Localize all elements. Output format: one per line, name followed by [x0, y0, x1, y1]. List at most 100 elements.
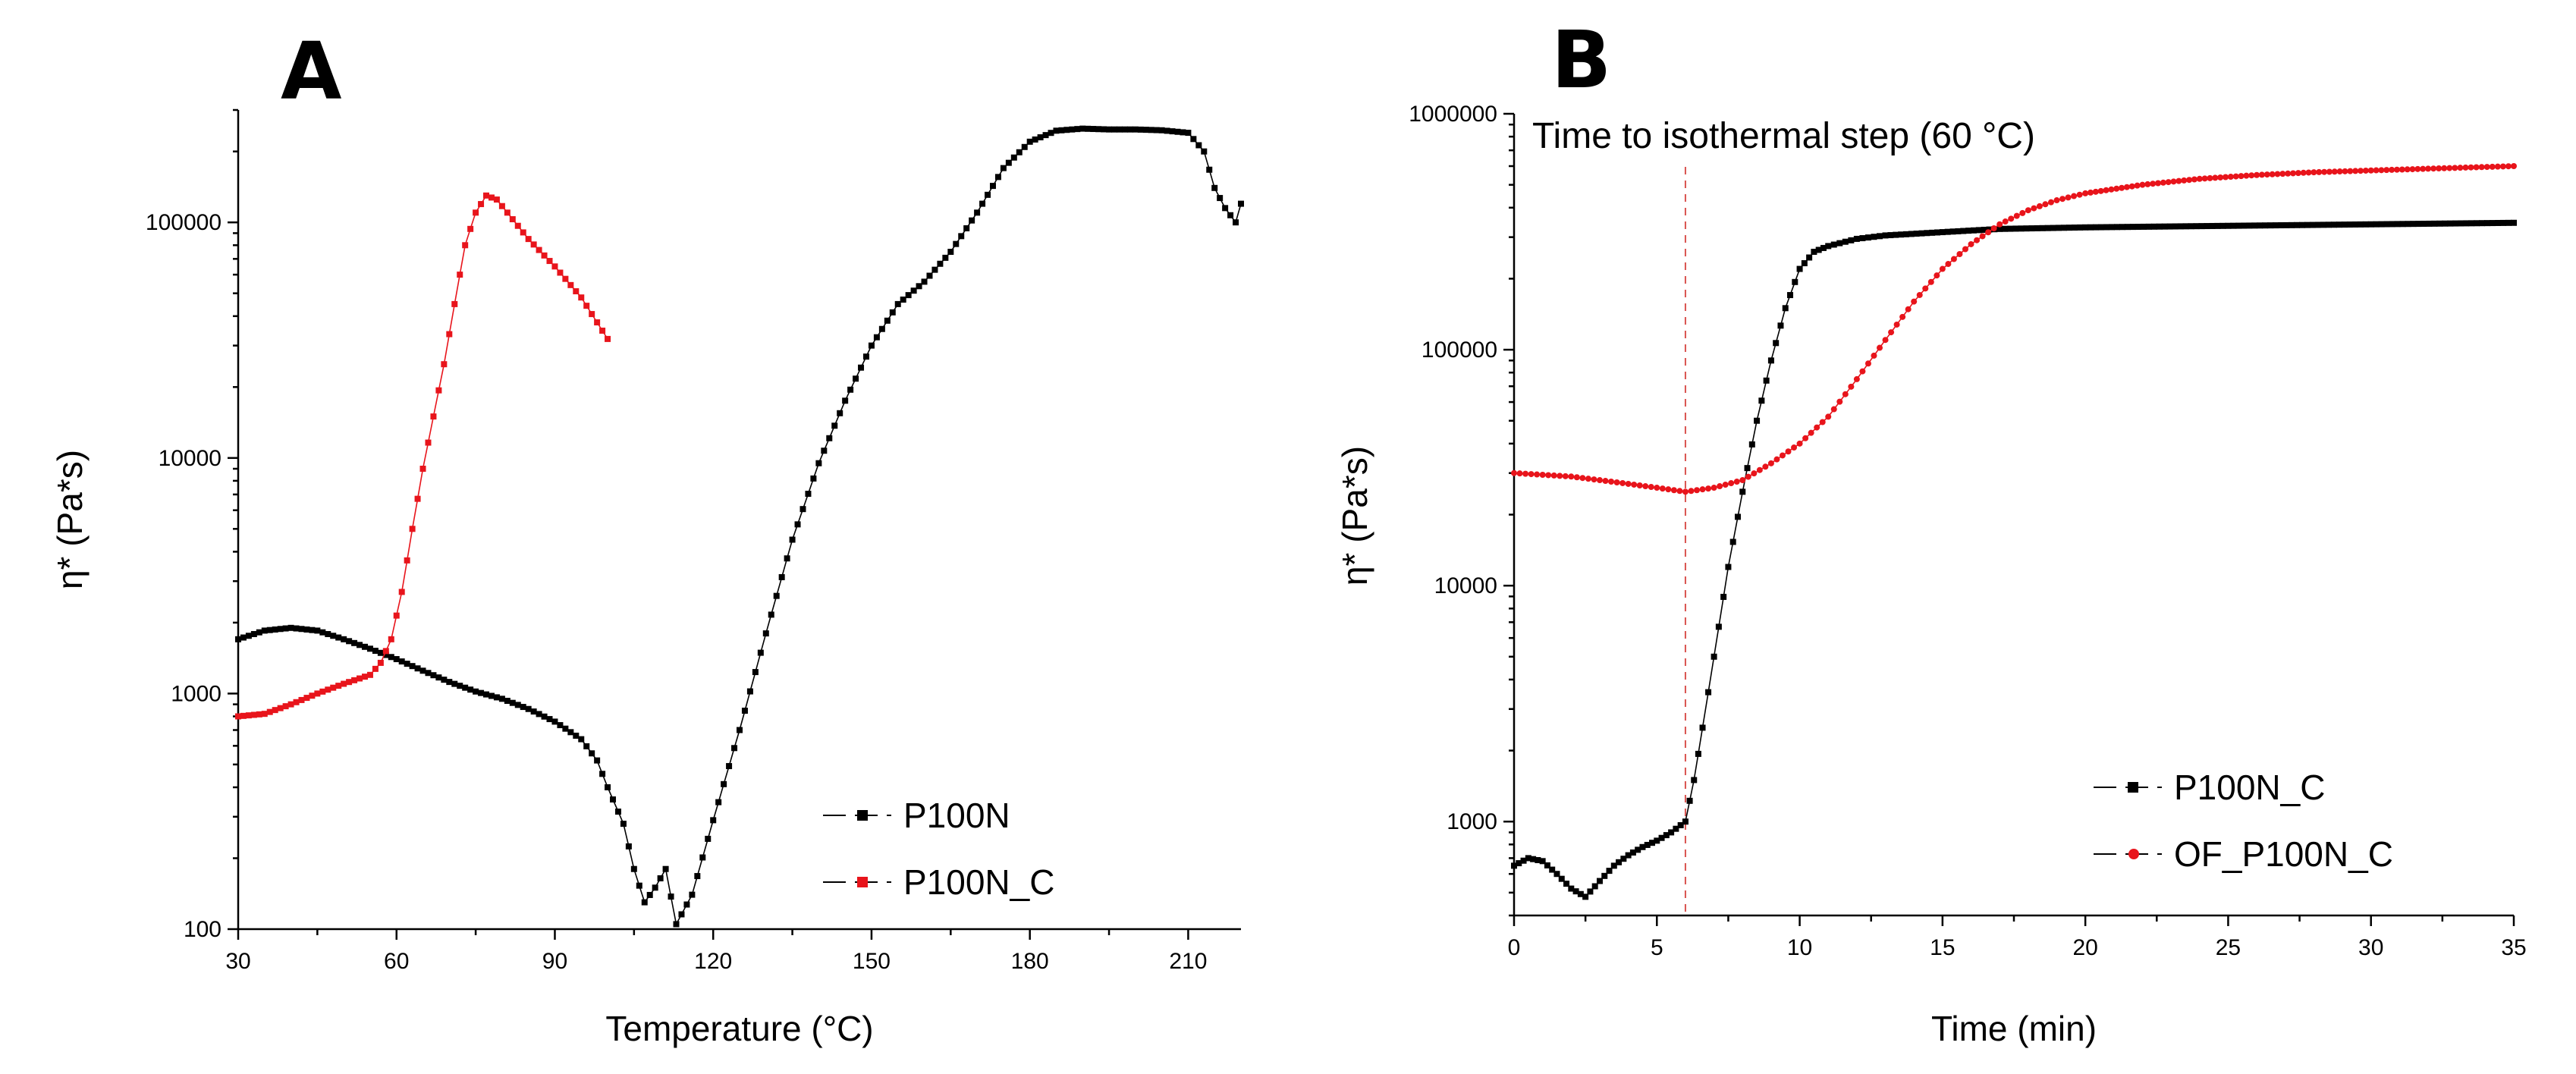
data-point: [699, 854, 706, 861]
data-point: [562, 725, 569, 732]
data-point: [2500, 219, 2507, 226]
data-point: [250, 630, 257, 637]
data-point: [372, 665, 379, 672]
data-point: [2452, 165, 2458, 171]
data-point: [1871, 352, 1877, 359]
data-point: [1691, 777, 1698, 784]
data-point: [2008, 215, 2015, 222]
data-point: [1572, 888, 1579, 895]
data-point: [1820, 244, 1827, 251]
data-point: [1148, 127, 1154, 133]
data-point: [953, 240, 960, 247]
legend-marker: [857, 877, 868, 887]
data-point: [1032, 136, 1038, 143]
x-tick-label: 30: [2358, 935, 2383, 960]
data-point: [1825, 243, 1832, 250]
data-point: [2188, 223, 2194, 230]
data-point: [2031, 205, 2037, 212]
data-point: [2511, 219, 2517, 226]
data-point: [425, 670, 432, 677]
data-point: [504, 698, 510, 705]
data-point: [689, 891, 696, 898]
data-point: [551, 718, 558, 725]
data-point: [1201, 148, 1208, 155]
data-point: [1927, 278, 1934, 285]
data-point: [1673, 825, 1679, 832]
data-point: [451, 680, 458, 687]
data-point: [2373, 167, 2380, 174]
data-point: [1511, 469, 1517, 476]
panel-a-legend: P100N P100N_C: [823, 796, 1054, 902]
data-point: [2156, 223, 2163, 230]
data-point: [235, 636, 241, 642]
series-line: [1513, 222, 2514, 898]
legend-marker: [2128, 782, 2138, 793]
data-point: [398, 658, 405, 665]
data-point: [778, 573, 785, 580]
data-point: [963, 225, 970, 232]
data-point: [2304, 221, 2311, 228]
data-point: [2154, 180, 2161, 187]
data-point: [1711, 485, 1717, 491]
data-point: [1756, 466, 1763, 473]
data-point: [947, 249, 954, 256]
data-point: [2399, 166, 2405, 173]
data-point: [1206, 166, 1213, 173]
data-point: [2238, 173, 2245, 180]
data-point: [625, 843, 632, 849]
legend-marker: [2128, 849, 2139, 859]
data-point: [366, 645, 373, 652]
data-point: [2300, 169, 2307, 176]
data-point: [1787, 292, 1794, 299]
data-point: [599, 771, 606, 777]
data-point: [2373, 221, 2380, 228]
data-point: [341, 636, 347, 642]
data-point: [1620, 856, 1627, 862]
data-point: [2098, 224, 2105, 231]
data-point: [282, 625, 289, 632]
data-point: [2452, 220, 2459, 227]
data-point: [705, 835, 712, 842]
data-point: [1596, 477, 1603, 484]
data-point: [404, 661, 410, 667]
data-point: [2436, 165, 2442, 172]
data-point: [1830, 241, 1837, 248]
data-point: [2336, 168, 2343, 175]
data-point: [1648, 484, 1654, 491]
data-point: [245, 712, 252, 719]
data-point: [2177, 223, 2184, 230]
data-point: [2108, 186, 2115, 193]
data-point: [1686, 797, 1693, 804]
data-point: [2394, 221, 2401, 228]
data-point: [462, 242, 469, 249]
data-point: [1132, 126, 1139, 133]
y-tick-label: 10000: [1434, 573, 1497, 598]
data-point: [1739, 477, 1746, 484]
data-point: [1956, 251, 1963, 258]
data-point: [2367, 167, 2374, 174]
data-point: [1227, 212, 1234, 218]
data-point: [2330, 221, 2337, 228]
data-point: [784, 555, 790, 562]
data-point: [2316, 168, 2323, 175]
y-tick-label: 100000: [1422, 338, 1497, 363]
data-point: [409, 663, 416, 670]
data-point: [2279, 171, 2286, 177]
data-point: [1042, 132, 1049, 139]
series-OF_P100N_C: [1511, 163, 2517, 495]
data-point: [1539, 858, 1546, 865]
data-point: [287, 701, 294, 708]
data-point: [2458, 220, 2464, 227]
data-point: [2053, 197, 2060, 204]
data-point: [1625, 852, 1632, 859]
data-point: [2028, 225, 2035, 232]
data-point: [1734, 513, 1741, 520]
data-point: [2274, 171, 2281, 177]
y-tick-label: 100: [184, 917, 221, 942]
y-tick-label: 1000000: [1409, 102, 1497, 127]
data-point: [546, 716, 553, 723]
series-P100N_C: [1511, 219, 2517, 900]
data-point: [525, 705, 532, 712]
data-point: [2295, 170, 2301, 177]
